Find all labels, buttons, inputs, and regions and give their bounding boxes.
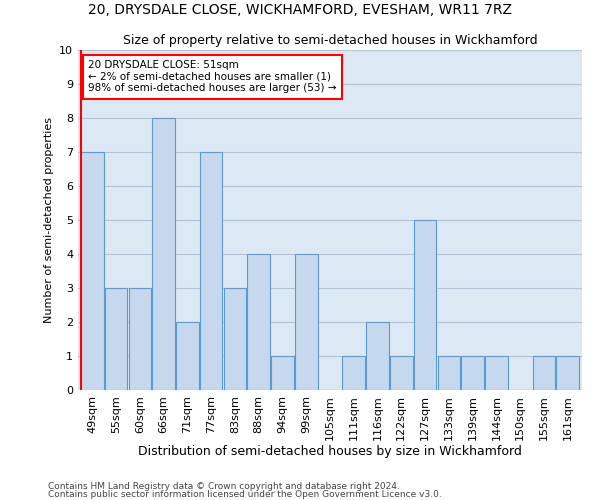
Bar <box>556 356 579 390</box>
Text: Contains public sector information licensed under the Open Government Licence v3: Contains public sector information licen… <box>48 490 442 499</box>
Bar <box>390 356 413 390</box>
Bar <box>176 322 199 390</box>
Y-axis label: Number of semi-detached properties: Number of semi-detached properties <box>44 117 53 323</box>
Bar <box>247 254 270 390</box>
Bar <box>485 356 508 390</box>
Bar <box>461 356 484 390</box>
Bar <box>152 118 175 390</box>
Text: 20, DRYSDALE CLOSE, WICKHAMFORD, EVESHAM, WR11 7RZ: 20, DRYSDALE CLOSE, WICKHAMFORD, EVESHAM… <box>88 2 512 16</box>
Bar <box>200 152 223 390</box>
Bar <box>437 356 460 390</box>
Bar <box>224 288 246 390</box>
X-axis label: Distribution of semi-detached houses by size in Wickhamford: Distribution of semi-detached houses by … <box>138 446 522 458</box>
Text: 20 DRYSDALE CLOSE: 51sqm
← 2% of semi-detached houses are smaller (1)
98% of sem: 20 DRYSDALE CLOSE: 51sqm ← 2% of semi-de… <box>88 60 337 94</box>
Bar <box>271 356 294 390</box>
Bar <box>81 152 104 390</box>
Bar <box>366 322 389 390</box>
Bar <box>128 288 151 390</box>
Title: Size of property relative to semi-detached houses in Wickhamford: Size of property relative to semi-detach… <box>122 34 538 48</box>
Text: Contains HM Land Registry data © Crown copyright and database right 2024.: Contains HM Land Registry data © Crown c… <box>48 482 400 491</box>
Bar <box>295 254 317 390</box>
Bar <box>105 288 127 390</box>
Bar <box>414 220 436 390</box>
Bar <box>533 356 555 390</box>
Bar <box>343 356 365 390</box>
